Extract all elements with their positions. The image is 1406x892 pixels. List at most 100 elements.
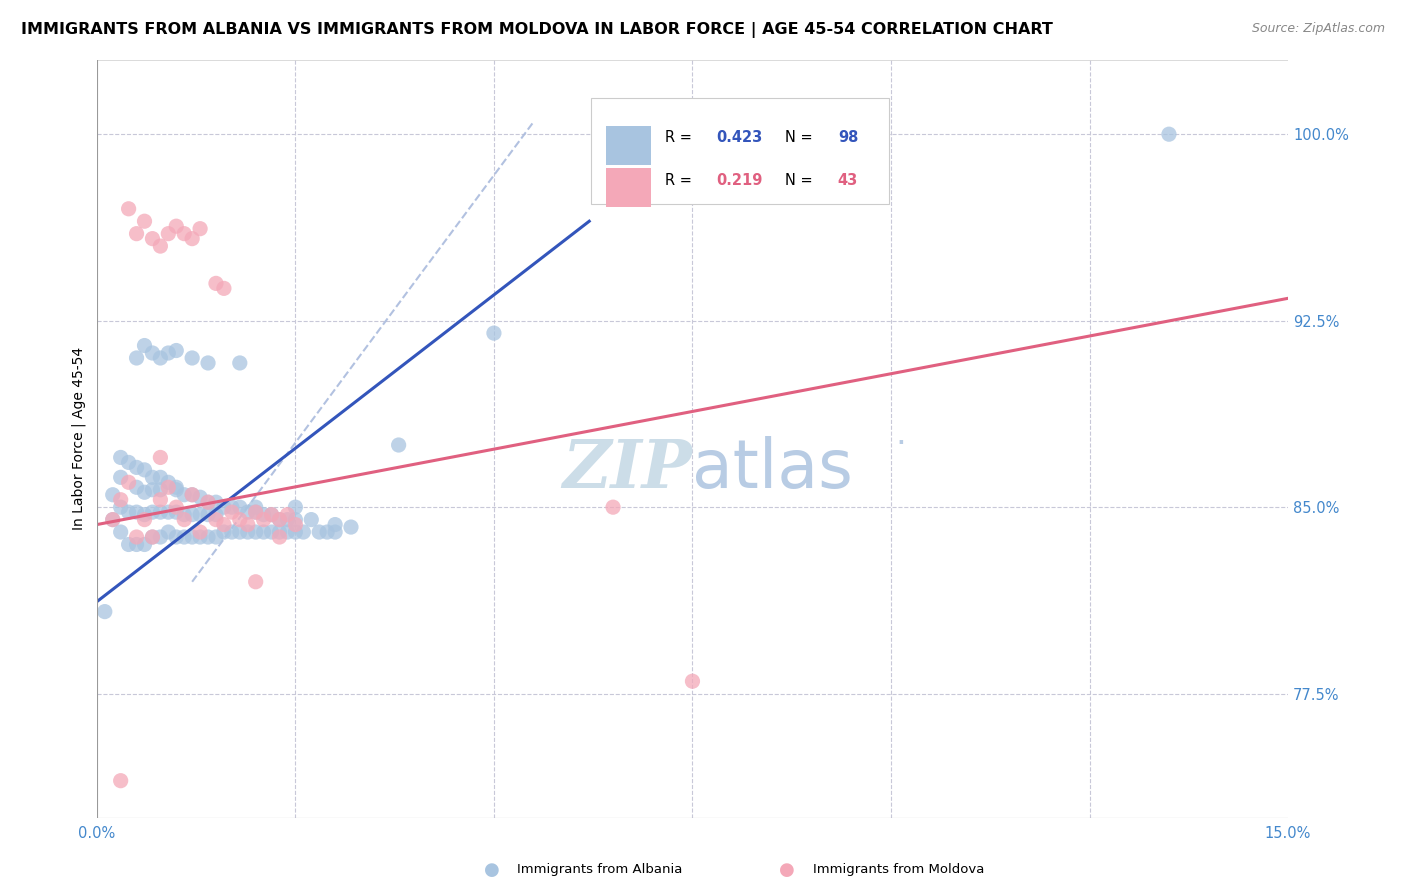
Point	[117, 455, 139, 469]
Point	[165, 219, 187, 234]
Point	[236, 524, 259, 539]
Point	[181, 530, 204, 544]
Text: 0.423: 0.423	[716, 130, 762, 145]
Point	[141, 530, 163, 544]
Point	[188, 490, 211, 504]
Point	[197, 508, 219, 522]
Point	[292, 524, 315, 539]
Point	[181, 232, 204, 246]
Point	[110, 470, 132, 484]
Point	[157, 524, 180, 539]
Text: ·: ·	[896, 428, 905, 461]
Point	[173, 488, 195, 502]
Point	[299, 513, 322, 527]
Bar	[606, 168, 651, 208]
Point	[149, 470, 172, 484]
Text: 98: 98	[838, 130, 858, 145]
Text: Source: ZipAtlas.com: Source: ZipAtlas.com	[1251, 22, 1385, 36]
Point	[188, 221, 211, 235]
Point	[94, 605, 117, 619]
Point	[134, 485, 156, 500]
Point	[181, 508, 204, 522]
Text: 43: 43	[838, 173, 858, 188]
Point	[229, 513, 252, 527]
Point	[252, 513, 274, 527]
Point	[269, 524, 291, 539]
Point	[173, 508, 195, 522]
Y-axis label: In Labor Force | Age 45-54: In Labor Force | Age 45-54	[72, 347, 86, 531]
Point	[245, 574, 267, 589]
Point	[134, 214, 156, 228]
Text: ZIP: ZIP	[562, 436, 693, 501]
Point	[269, 513, 291, 527]
Point	[181, 351, 204, 365]
Point	[125, 480, 148, 494]
Point	[165, 483, 187, 497]
Point	[125, 530, 148, 544]
Point	[205, 513, 228, 527]
Point	[117, 505, 139, 519]
Point	[101, 488, 124, 502]
Point	[188, 530, 211, 544]
Point	[149, 530, 172, 544]
Point	[316, 524, 339, 539]
Point	[101, 513, 124, 527]
Point	[110, 500, 132, 515]
Point	[134, 513, 156, 527]
Point	[149, 483, 172, 497]
Text: Immigrants from Moldova: Immigrants from Moldova	[813, 863, 984, 876]
Point	[260, 524, 283, 539]
Point	[340, 520, 363, 534]
Point	[276, 508, 298, 522]
Point	[284, 524, 307, 539]
Text: N =: N =	[786, 173, 818, 188]
Point	[134, 463, 156, 477]
Point	[134, 338, 156, 352]
Point	[245, 505, 267, 519]
Point	[197, 495, 219, 509]
Point	[141, 346, 163, 360]
Point	[252, 524, 274, 539]
Point	[308, 524, 330, 539]
Point	[165, 500, 187, 515]
Point	[284, 513, 307, 527]
Point	[1157, 127, 1180, 141]
Point	[165, 530, 187, 544]
Point	[245, 524, 267, 539]
Point	[149, 351, 172, 365]
Point	[602, 500, 624, 515]
Point	[149, 450, 172, 465]
Point	[205, 495, 228, 509]
Point	[205, 508, 228, 522]
Point	[229, 524, 252, 539]
Point	[197, 495, 219, 509]
Point	[188, 524, 211, 539]
Bar	[606, 126, 651, 165]
Bar	[591, 97, 889, 203]
Text: Immigrants from Albania: Immigrants from Albania	[517, 863, 683, 876]
Point	[205, 530, 228, 544]
Point	[482, 326, 505, 340]
Point	[221, 505, 243, 519]
Point	[205, 277, 228, 291]
Point	[157, 480, 180, 494]
Point	[125, 227, 148, 241]
Point	[276, 524, 298, 539]
Point	[188, 508, 211, 522]
Point	[110, 524, 132, 539]
Point	[125, 505, 148, 519]
Point	[682, 674, 704, 689]
Point	[141, 505, 163, 519]
Point	[323, 517, 346, 532]
Point	[110, 492, 132, 507]
Point	[284, 500, 307, 515]
Point	[157, 227, 180, 241]
Point	[245, 505, 267, 519]
Point	[149, 492, 172, 507]
Text: N =: N =	[786, 130, 818, 145]
Point	[101, 513, 124, 527]
Point	[197, 356, 219, 370]
Point	[276, 513, 298, 527]
Point	[173, 227, 195, 241]
Point	[149, 239, 172, 253]
